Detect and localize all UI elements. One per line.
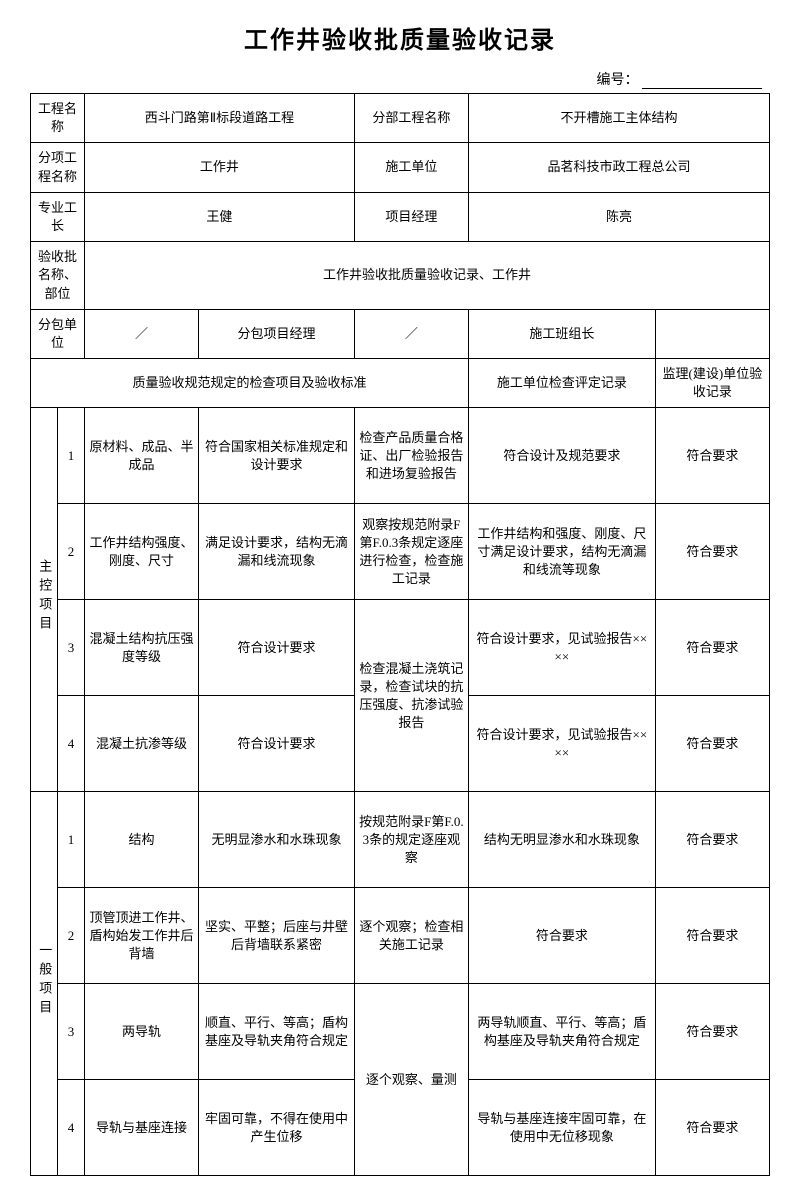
section-main: 主控项目 [31,408,58,792]
sub-pm-label: 分包项目经理 [199,309,355,358]
main-method-1: 检查产品质量合格证、出厂检验报告和进场复验报告 [354,408,468,504]
main-item-2: 工作井结构强度、刚度、尺寸 [84,504,198,600]
main-sup-1: 符合要求 [655,408,769,504]
foreman-value: 王健 [84,192,354,241]
gen-insp-1: 结构无明显渗水和水珠现象 [468,792,655,888]
col-supervisor: 监理(建设)单位验收记录 [655,359,769,408]
col-inspection: 施工单位检查评定记录 [468,359,655,408]
main-method-2: 观察按规范附录F第F.0.3条规定逐座进行检查，检查施工记录 [354,504,468,600]
sub-pm-value: ／ [354,309,468,358]
main-insp-4: 符合设计要求，见试验报告×××× [468,696,655,792]
main-num-1: 1 [57,408,84,504]
main-item-3: 混凝土结构抗压强度等级 [84,600,198,696]
gen-method-1: 按规范附录F第F.0.3条的规定逐座观察 [354,792,468,888]
gen-num-4: 4 [57,1080,84,1176]
batch-value: 工作井验收批质量验收记录、工作井 [84,242,769,310]
gen-std-3: 顺直、平行、等高；盾构基座及导轨夹角符合规定 [199,984,355,1080]
main-std-2: 满足设计要求，结构无滴漏和线流现象 [199,504,355,600]
main-method-34: 检查混凝土浇筑记录，检查试块的抗压强度、抗渗试验报告 [354,600,468,792]
construction-unit-label: 施工单位 [354,143,468,192]
batch-label: 验收批名称、部位 [31,242,85,310]
gen-sup-2: 符合要求 [655,888,769,984]
main-sup-4: 符合要求 [655,696,769,792]
gen-std-1: 无明显渗水和水珠现象 [199,792,355,888]
division-value: 不开槽施工主体结构 [468,94,769,143]
section-general: 一般项目 [31,792,58,1176]
gen-std-4: 牢固可靠，不得在使用中产生位移 [199,1080,355,1176]
subcontractor-value: ／ [84,309,198,358]
main-insp-1: 符合设计及规范要求 [468,408,655,504]
gen-sup-3: 符合要求 [655,984,769,1080]
subitem-label: 分项工程名称 [31,143,85,192]
main-item-1: 原材料、成品、半成品 [84,408,198,504]
main-num-3: 3 [57,600,84,696]
project-name-label: 工程名称 [31,94,85,143]
foreman-label: 专业工长 [31,192,85,241]
serial-label: 编号： [597,73,639,88]
main-std-3: 符合设计要求 [199,600,355,696]
record-table: 工程名称 西斗门路第Ⅱ标段道路工程 分部工程名称 不开槽施工主体结构 分项工程名… [30,93,770,1176]
main-insp-3: 符合设计要求，见试验报告×××× [468,600,655,696]
construction-unit-value: 品茗科技市政工程总公司 [468,143,769,192]
page-title: 工作井验收批质量验收记录 [30,20,770,55]
main-sup-2: 符合要求 [655,504,769,600]
main-num-2: 2 [57,504,84,600]
gen-sup-1: 符合要求 [655,792,769,888]
gen-insp-3: 两导轨顺直、平行、等高；盾构基座及导轨夹角符合规定 [468,984,655,1080]
main-sup-3: 符合要求 [655,600,769,696]
division-label: 分部工程名称 [354,94,468,143]
main-std-4: 符合设计要求 [199,696,355,792]
gen-item-4: 导轨与基座连接 [84,1080,198,1176]
gen-std-2: 坚实、平整；后座与井壁后背墙联系紧密 [199,888,355,984]
gen-num-3: 3 [57,984,84,1080]
gen-num-1: 1 [57,792,84,888]
subitem-value: 工作井 [84,143,354,192]
main-std-1: 符合国家相关标准规定和设计要求 [199,408,355,504]
main-item-4: 混凝土抗渗等级 [84,696,198,792]
gen-item-1: 结构 [84,792,198,888]
gen-method-34: 逐个观察、量测 [354,984,468,1176]
gen-item-3: 两导轨 [84,984,198,1080]
gen-num-2: 2 [57,888,84,984]
main-insp-2: 工作井结构和强度、刚度、尺寸满足设计要求，结构无滴漏和线流等现象 [468,504,655,600]
pm-value: 陈亮 [468,192,769,241]
gen-insp-4: 导轨与基座连接牢固可靠，在使用中无位移现象 [468,1080,655,1176]
gen-insp-2: 符合要求 [468,888,655,984]
serial-blank[interactable] [642,75,762,89]
team-leader-value [655,309,769,358]
serial-row: 编号： [30,69,762,89]
gen-sup-4: 符合要求 [655,1080,769,1176]
subcontractor-label: 分包单位 [31,309,85,358]
main-num-4: 4 [57,696,84,792]
gen-item-2: 顶管顶进工作井、盾构始发工作井后背墙 [84,888,198,984]
project-name: 西斗门路第Ⅱ标段道路工程 [84,94,354,143]
pm-label: 项目经理 [354,192,468,241]
team-leader-label: 施工班组长 [468,309,655,358]
col-standard: 质量验收规范规定的检查项目及验收标准 [31,359,469,408]
gen-method-2: 逐个观察；检查相关施工记录 [354,888,468,984]
